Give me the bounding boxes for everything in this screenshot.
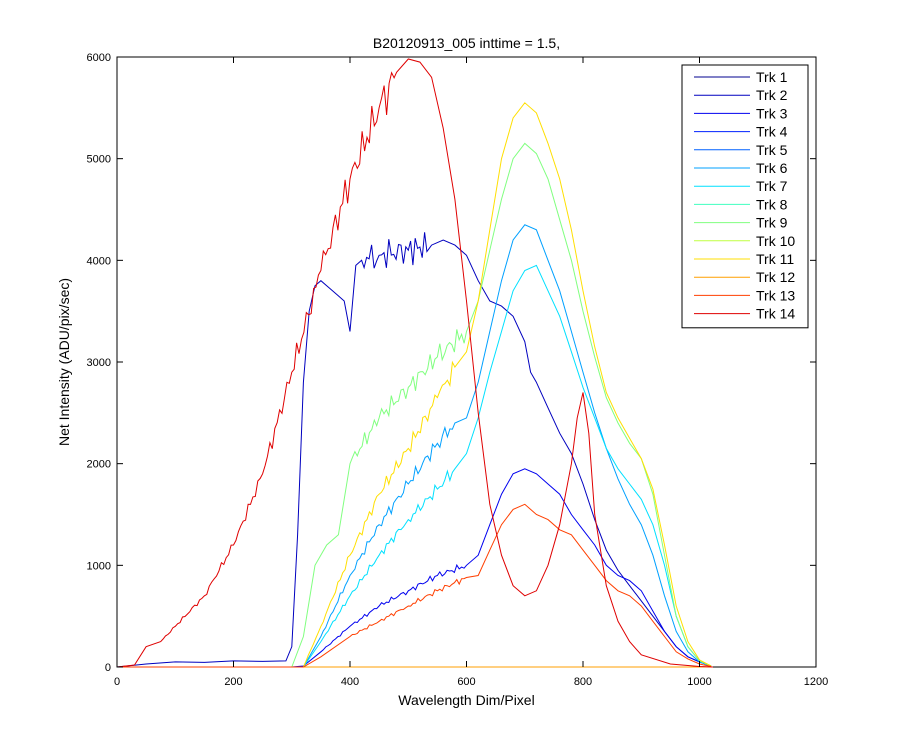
ticks-layer: 0 200 400 600 800 1000 1200 0 1000 2000 3000 4000 50… bbox=[87, 52, 829, 688]
x-tick-label: 400 bbox=[341, 676, 359, 688]
legend-label-5: Trk 5 bbox=[756, 142, 788, 158]
series-line-9 bbox=[117, 142, 712, 668]
x-tick-label: 1000 bbox=[687, 676, 711, 688]
legend-label-2: Trk 2 bbox=[756, 87, 788, 103]
legend-label-9: Trk 9 bbox=[756, 215, 788, 231]
x-tick-label: 600 bbox=[457, 676, 475, 688]
y-tick-label: 0 bbox=[105, 662, 111, 674]
chart-title: B20120913_005 inttime = 1.5, bbox=[373, 35, 560, 51]
legend: Trk 1 Trk 2 Trk 3 Trk 4 Trk 5 Trk 6 Trk 7 Trk 8… bbox=[681, 64, 809, 329]
x-tick-label: 1200 bbox=[804, 676, 828, 688]
series-line-11 bbox=[117, 102, 712, 668]
series-line-13 bbox=[117, 503, 712, 668]
y-tick-label: 4000 bbox=[87, 255, 111, 267]
y-tick-label: 5000 bbox=[87, 154, 111, 166]
x-axis-label: Wavelength Dim/Pixel bbox=[398, 692, 534, 708]
legend-label-12: Trk 12 bbox=[756, 269, 795, 285]
legend-label-11: Trk 11 bbox=[756, 251, 794, 267]
legend-label-7: Trk 7 bbox=[756, 178, 788, 194]
y-axis-label: Net Intensity (ADU/pix/sec) bbox=[56, 278, 72, 446]
legend-label-4: Trk 4 bbox=[756, 124, 788, 140]
legend-box bbox=[681, 64, 809, 329]
legend-label-1: Trk 1 bbox=[756, 69, 788, 85]
y-tick-label: 6000 bbox=[87, 52, 111, 64]
series-line-7 bbox=[117, 264, 712, 668]
y-tick-label: 3000 bbox=[87, 357, 111, 369]
y-tick-label: 2000 bbox=[87, 459, 111, 471]
legend-label-10: Trk 10 bbox=[756, 233, 795, 249]
legend-label-13: Trk 13 bbox=[756, 287, 795, 303]
y-tick-label: 1000 bbox=[87, 560, 111, 572]
series-layer bbox=[116, 58, 713, 668]
legend-label-6: Trk 6 bbox=[756, 160, 788, 176]
x-tick-label: 0 bbox=[114, 676, 120, 688]
series-line-3 bbox=[117, 468, 712, 668]
x-tick-label: 800 bbox=[574, 676, 592, 688]
legend-label-3: Trk 3 bbox=[756, 105, 788, 121]
series-line-6 bbox=[117, 224, 712, 668]
series-line-14 bbox=[116, 58, 713, 668]
legend-label-14: Trk 14 bbox=[756, 306, 795, 322]
legend-label-8: Trk 8 bbox=[756, 196, 788, 212]
series-line-2 bbox=[116, 232, 712, 668]
x-tick-label: 200 bbox=[224, 676, 242, 688]
